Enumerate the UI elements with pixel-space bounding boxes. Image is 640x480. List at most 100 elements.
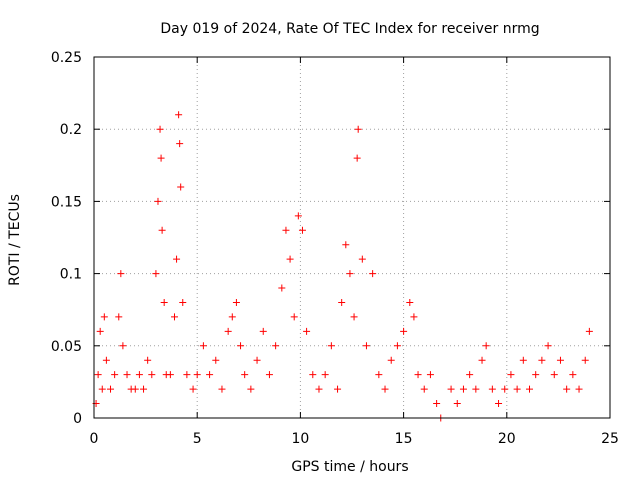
y-axis-title: ROTI / TECUs bbox=[7, 194, 23, 286]
data-point bbox=[538, 356, 546, 364]
data-point bbox=[338, 298, 346, 306]
data-point bbox=[177, 183, 185, 191]
data-point bbox=[282, 226, 290, 234]
data-point bbox=[183, 371, 191, 379]
data-point bbox=[519, 356, 527, 364]
data-point bbox=[102, 356, 110, 364]
x-tick-labels: 0 5 10 15 20 25 bbox=[90, 431, 619, 447]
data-point bbox=[433, 400, 441, 408]
data-point bbox=[157, 154, 165, 162]
data-point bbox=[173, 255, 181, 263]
data-point bbox=[303, 327, 311, 335]
data-point bbox=[353, 154, 361, 162]
data-point bbox=[241, 371, 249, 379]
grid bbox=[94, 57, 610, 418]
x-tick-label: 10 bbox=[291, 431, 309, 447]
data-point bbox=[309, 371, 317, 379]
data-point bbox=[350, 313, 358, 321]
data-point bbox=[278, 284, 286, 292]
data-point bbox=[212, 356, 220, 364]
data-point bbox=[513, 385, 521, 393]
data-point bbox=[232, 298, 240, 306]
data-point bbox=[98, 385, 106, 393]
data-point bbox=[387, 356, 395, 364]
data-point bbox=[369, 270, 377, 278]
data-point bbox=[135, 371, 143, 379]
data-point bbox=[154, 197, 162, 205]
data-point bbox=[581, 356, 589, 364]
data-point bbox=[193, 371, 201, 379]
data-point bbox=[144, 356, 152, 364]
data-point bbox=[362, 342, 370, 350]
data-point bbox=[495, 400, 503, 408]
data-point bbox=[414, 371, 422, 379]
data-point bbox=[410, 313, 418, 321]
data-point bbox=[501, 385, 509, 393]
y-tick-label: 0.05 bbox=[51, 339, 82, 355]
x-axis-title: GPS time / hours bbox=[291, 459, 408, 475]
data-point bbox=[544, 342, 552, 350]
data-point bbox=[400, 327, 408, 335]
data-point bbox=[286, 255, 294, 263]
data-point bbox=[447, 385, 455, 393]
y-tick-label: 0.15 bbox=[51, 194, 82, 210]
data-point bbox=[179, 298, 187, 306]
data-point bbox=[166, 371, 174, 379]
y-tick-label: 0.1 bbox=[60, 267, 82, 283]
data-point bbox=[563, 385, 571, 393]
data-point bbox=[175, 111, 183, 119]
data-point bbox=[148, 371, 156, 379]
data-point bbox=[94, 371, 102, 379]
x-tick-label: 15 bbox=[395, 431, 413, 447]
data-point bbox=[158, 226, 166, 234]
x-tick-label: 25 bbox=[601, 431, 619, 447]
data-point bbox=[123, 371, 131, 379]
data-point bbox=[117, 270, 125, 278]
x-tick-label: 20 bbox=[498, 431, 516, 447]
data-point bbox=[585, 327, 593, 335]
data-point bbox=[272, 342, 280, 350]
data-point bbox=[206, 371, 214, 379]
data-point bbox=[199, 342, 207, 350]
x-tick-label: 5 bbox=[193, 431, 202, 447]
data-point bbox=[342, 241, 350, 249]
data-point bbox=[290, 313, 298, 321]
data-point bbox=[152, 270, 160, 278]
data-point bbox=[346, 270, 354, 278]
data-point bbox=[526, 385, 534, 393]
data-point bbox=[459, 385, 467, 393]
data-point bbox=[247, 385, 255, 393]
data-point bbox=[393, 342, 401, 350]
data-point bbox=[189, 385, 197, 393]
data-point bbox=[170, 313, 178, 321]
data-point bbox=[294, 212, 302, 220]
data-point bbox=[224, 327, 232, 335]
data-point bbox=[575, 385, 583, 393]
data-point bbox=[488, 385, 496, 393]
data-point bbox=[218, 385, 226, 393]
data-point bbox=[96, 327, 104, 335]
data-point bbox=[453, 400, 461, 408]
data-point bbox=[298, 226, 306, 234]
data-point bbox=[265, 371, 273, 379]
data-point bbox=[466, 371, 474, 379]
data-point bbox=[532, 371, 540, 379]
data-point bbox=[556, 356, 564, 364]
data-point bbox=[321, 371, 329, 379]
data-point bbox=[315, 385, 323, 393]
data-point bbox=[426, 371, 434, 379]
data-point bbox=[156, 125, 164, 133]
axis-ticks bbox=[93, 56, 611, 419]
y-tick-labels: 0 0.05 0.1 0.15 0.2 0.25 bbox=[51, 50, 82, 427]
data-point bbox=[406, 298, 414, 306]
y-tick-label: 0.2 bbox=[60, 122, 82, 138]
data-point bbox=[119, 342, 127, 350]
data-point bbox=[381, 385, 389, 393]
data-point bbox=[507, 371, 515, 379]
data-point bbox=[569, 371, 577, 379]
data-point bbox=[107, 385, 115, 393]
x-tick-label: 0 bbox=[90, 431, 99, 447]
data-point bbox=[237, 342, 245, 350]
